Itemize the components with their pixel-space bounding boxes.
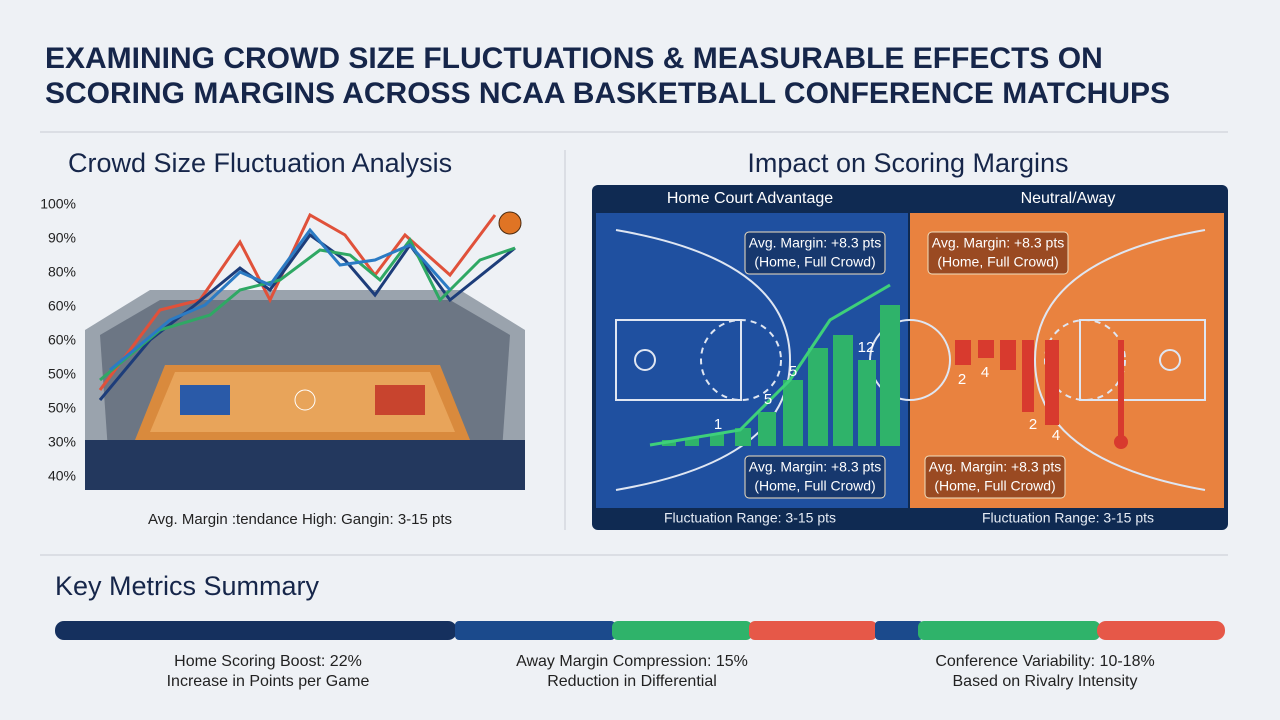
caption: Avg. Margin :tendance High: Gangin: 3-15…	[148, 511, 452, 528]
axis-label: 60%	[48, 332, 76, 348]
axis-label: 60%	[48, 298, 76, 314]
callout	[744, 455, 886, 499]
bar-label: 1	[714, 416, 722, 433]
axis-label: 50%	[48, 366, 76, 382]
callout-text: (Home, Full Crowd)	[937, 254, 1058, 270]
metric-detail: Reduction in Differential	[547, 673, 717, 690]
callout-text: Avg. Margin: +8.3 pts	[929, 459, 1061, 475]
callout	[924, 455, 1066, 499]
callout-text: Avg. Margin: +8.3 pts	[749, 459, 881, 475]
section-title: Impact on Scoring Margins	[747, 148, 1068, 178]
panel-footer: Fluctuation Range: 3-15 pts	[664, 510, 836, 526]
axis-label: 40%	[48, 468, 76, 484]
trend-lines	[98, 211, 522, 401]
callout-text: (Home, Full Crowd)	[754, 254, 875, 270]
section-title: Crowd Size Fluctuation Analysis	[68, 148, 452, 178]
metrics: Home Scoring Boost: 22% Increase in Point…	[167, 653, 1155, 690]
section-title: Key Metrics Summary	[55, 571, 320, 601]
arena	[85, 290, 525, 490]
axis-label: 30%	[48, 434, 76, 450]
metric-detail: Based on Rivalry Intensity	[953, 673, 1138, 690]
title: EXAMINING CROWD SIZE FLUCTUATIONS & MEAS…	[45, 42, 1103, 75]
panel-header: Neutral/Away	[1021, 190, 1116, 207]
axis-label: 80%	[48, 264, 76, 280]
bar-label: 5	[789, 363, 797, 380]
home-bars	[649, 283, 900, 447]
metric-headline: Home Scoring Boost: 22%	[174, 653, 362, 670]
callout	[927, 231, 1069, 275]
bar-label: 4	[1052, 427, 1060, 444]
bar-label: 4	[981, 364, 989, 381]
axis-label: 50%	[48, 400, 76, 416]
callout-text: Avg. Margin: +8.3 pts	[749, 235, 881, 251]
panel-header: Home Court Advantage	[667, 190, 833, 207]
metric-headline: Conference Variability: 10-18%	[935, 653, 1154, 670]
metric-detail: Increase in Points per Game	[167, 673, 370, 690]
bar-label: 5	[764, 391, 772, 408]
axis-label: 100%	[40, 196, 76, 212]
callout-text: (Home, Full Crowd)	[754, 478, 875, 494]
away-bars	[955, 340, 1128, 449]
callouts: Avg. Margin: +8.3 pts (Home, Full Crowd) A…	[714, 231, 1069, 499]
panel-footer: Fluctuation Range: 3-15 pts	[982, 510, 1154, 526]
axis-labels: 100% 90% 80% 60% 60% 50% 50% 30% 40%	[40, 196, 76, 484]
progress-bar	[55, 621, 1225, 640]
title: SCORING MARGINS ACROSS NCAA BASKETBALL C…	[45, 77, 1170, 110]
callout-text: (Home, Full Crowd)	[934, 478, 1055, 494]
callout	[744, 231, 886, 275]
bar-label: 2	[958, 371, 966, 388]
bar-label: 2	[1029, 416, 1037, 433]
callout-text: Avg. Margin: +8.3 pts	[932, 235, 1064, 251]
axis-label: 90%	[48, 230, 76, 246]
bar-label: 12	[858, 339, 875, 356]
metric-headline: Away Margin Compression: 15%	[516, 653, 748, 670]
